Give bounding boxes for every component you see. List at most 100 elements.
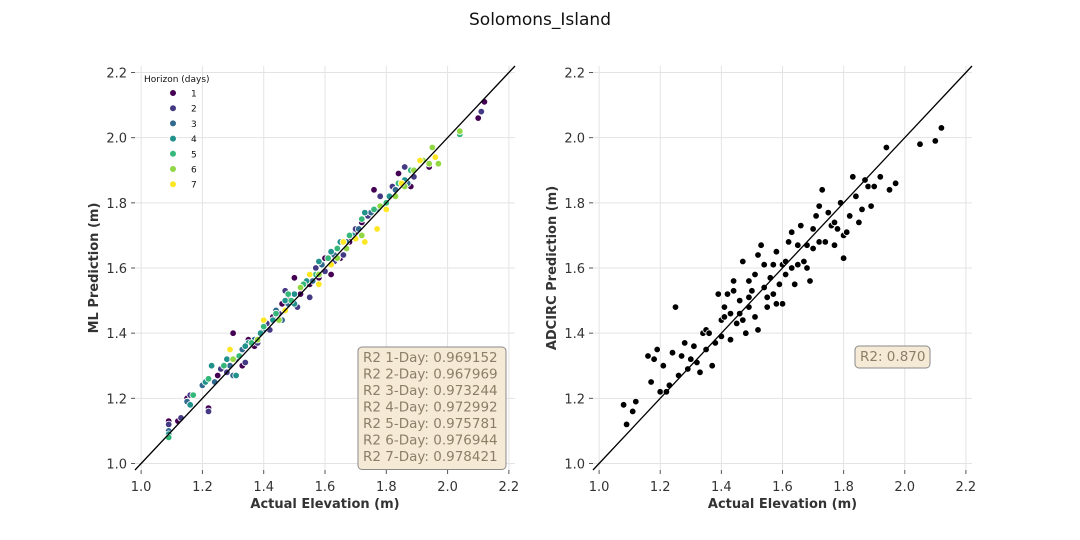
figure-title: Solomons_Island — [469, 10, 611, 30]
ml-legend-label: 4 — [191, 135, 197, 145]
ml-legend-marker — [169, 180, 177, 189]
ml-legend-label: 3 — [191, 120, 197, 130]
ml-point-horizon-6 — [425, 159, 433, 168]
adcirc-point — [833, 225, 842, 233]
ml-x-tick-label: 2.0 — [437, 480, 458, 495]
adcirc-point — [870, 182, 878, 191]
adcirc-point — [824, 208, 832, 217]
adcirc-y-axis-label: ADCIRC Prediction (m) — [545, 186, 560, 350]
adcirc-point — [751, 313, 759, 321]
ml-y-tick-label: 1.0 — [106, 457, 127, 472]
adcirc-point — [830, 241, 839, 249]
adcirc-r2-box: R2: 0.870 — [854, 345, 931, 369]
adcirc-point — [745, 293, 753, 301]
adcirc-axis-ticks: 1.0 1.2 1.4 1.6 1.8 2.0 2.2 1.0 1.2 1.4 1.6 1.8 2.0 2… — [564, 67, 976, 495]
ml-axis-ticks: 1.0 1.2 1.4 1.6 1.8 2.0 2.2 1.0 1.2 1.4 1.6 1.8 2.0 2… — [106, 67, 519, 495]
adcirc-x-axis-label: Actual Elevation (m) — [708, 497, 857, 512]
adcirc-point — [720, 303, 729, 311]
ml-point-horizon-7 — [260, 316, 268, 324]
adcirc-point — [726, 309, 735, 318]
adcirc-point — [809, 225, 817, 233]
ml-r2-line: R2 2-Day: 0.967969 — [363, 367, 498, 383]
ml-legend-marker — [169, 89, 177, 97]
ml-point-horizon-4 — [207, 362, 216, 370]
adcirc-grid — [593, 66, 972, 470]
adcirc-x-tick-label: 1.0 — [589, 480, 610, 495]
ml-x-tick-label: 1.8 — [376, 480, 397, 495]
adcirc-x-tick-label: 1.2 — [650, 480, 671, 495]
ml-point-horizon-2 — [312, 264, 320, 272]
ml-point-horizon-7 — [431, 153, 439, 161]
adcirc-point — [733, 319, 741, 328]
adcirc-point — [729, 287, 738, 295]
adcirc-point — [729, 277, 738, 285]
adcirc-x-tick-label: 2.2 — [956, 480, 977, 495]
adcirc-point — [846, 212, 854, 220]
adcirc-point — [830, 218, 839, 227]
adcirc-point — [867, 202, 875, 210]
adcirc-point — [714, 290, 722, 298]
adcirc-point — [671, 303, 680, 311]
adcirc-point — [852, 192, 860, 200]
ml-identity-line — [134, 65, 516, 471]
adcirc-point — [778, 300, 787, 308]
adcirc-point — [739, 316, 747, 324]
adcirc-point — [653, 345, 661, 354]
adcirc-point — [763, 303, 771, 311]
ml-legend-marker — [169, 150, 177, 158]
adcirc-y-tick-label: 1.0 — [564, 457, 585, 472]
ml-legend-marker — [169, 104, 177, 112]
adcirc-point — [794, 261, 802, 269]
ml-point-horizon-5 — [189, 391, 197, 399]
adcirc-point — [739, 257, 747, 266]
ml-point-horizon-4 — [223, 355, 231, 363]
ml-point-horizon-7 — [226, 345, 234, 354]
adcirc-point — [809, 244, 817, 253]
ml-point-horizon-4 — [361, 208, 369, 217]
ml-point-horizon-4 — [281, 296, 289, 305]
ml-point-horizon-4 — [232, 371, 240, 380]
adcirc-point — [751, 270, 759, 279]
ml-legend-label: 2 — [191, 105, 197, 115]
ml-point-horizon-6 — [456, 127, 464, 135]
adcirc-point — [726, 336, 735, 344]
adcirc-scatter-panel: 1.0 1.2 1.4 1.6 1.8 2.0 2.2 1.0 1.2 1.4 1.6 1.8 2.0 2… — [545, 65, 976, 512]
ml-point-horizon-1 — [213, 371, 222, 380]
adcirc-point — [806, 277, 814, 285]
adcirc-point — [772, 300, 781, 308]
ml-point-horizon-2 — [306, 293, 314, 301]
adcirc-point — [690, 342, 698, 350]
adcirc-x-tick-label: 1.8 — [833, 480, 854, 495]
adcirc-point — [644, 352, 652, 360]
ml-point-horizon-6 — [358, 231, 366, 240]
ml-legend-label: 1 — [191, 90, 197, 100]
ml-point-horizon-4 — [186, 401, 194, 409]
ml-x-tick-label: 1.4 — [253, 480, 274, 495]
adcirc-point — [791, 280, 799, 288]
adcirc-point — [882, 143, 891, 152]
adcirc-point — [821, 238, 829, 246]
adcirc-point — [632, 397, 640, 406]
ml-legend-marker — [169, 165, 177, 173]
adcirc-x-tick-label: 1.4 — [711, 480, 732, 495]
ml-legend-label: 7 — [191, 181, 197, 191]
ml-y-tick-label: 1.4 — [106, 327, 127, 342]
ml-point-horizon-2 — [376, 192, 384, 200]
ml-point-horizon-2 — [241, 358, 249, 367]
ml-legend: Horizon (days) 1 2 3 4 5 6 7 — [144, 75, 210, 191]
adcirc-point — [647, 378, 655, 386]
adcirc-y-tick-label: 1.4 — [564, 327, 585, 342]
ml-point-horizon-1 — [394, 169, 403, 178]
adcirc-point — [885, 186, 894, 194]
ml-point-horizon-5 — [345, 231, 354, 240]
adcirc-point — [687, 355, 695, 363]
ml-y-tick-label: 1.2 — [106, 392, 127, 407]
adcirc-point — [760, 261, 768, 269]
ml-point-horizon-7 — [382, 205, 390, 214]
ml-x-tick-label: 1.6 — [315, 480, 336, 495]
ml-point-horizon-1 — [229, 329, 237, 337]
adcirc-x-tick-label: 2.0 — [894, 480, 915, 495]
ml-point-horizon-6 — [428, 143, 436, 152]
ml-legend-marker — [169, 119, 177, 128]
adcirc-point — [656, 388, 664, 396]
